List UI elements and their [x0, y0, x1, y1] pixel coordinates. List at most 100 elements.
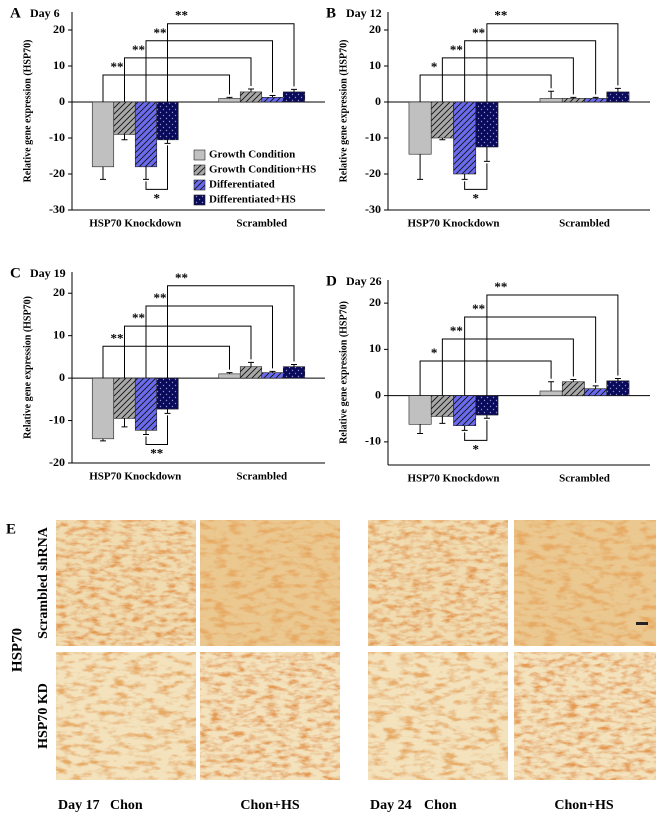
y-tick-label: 0 — [375, 387, 381, 401]
legend-swatch — [193, 194, 206, 206]
y-tick-label: -20 — [49, 166, 65, 180]
error-bar — [614, 87, 621, 92]
y-axis-label: Relative gene expression (HSP70) — [22, 40, 33, 183]
panel-label: C — [10, 265, 21, 281]
y-tick-label: 0 — [59, 94, 65, 108]
bar — [218, 98, 241, 103]
micrograph — [56, 520, 196, 646]
row-label: Scrambled shRNA — [36, 526, 51, 639]
y-tick-label: 10 — [369, 341, 381, 355]
chart-title: Day 12 — [346, 6, 382, 20]
significance-bracket — [486, 294, 619, 396]
bar — [606, 91, 630, 103]
bar — [584, 98, 608, 103]
significance-label: * — [473, 190, 480, 205]
error-bar — [247, 361, 254, 367]
condition-label: Chon+HS — [240, 798, 300, 813]
chart: B Day 12 Relative gene expression (HSP70) -… — [326, 5, 650, 230]
bar — [475, 101, 499, 148]
chart-title: Day 19 — [30, 266, 66, 280]
significance-label: ** — [472, 25, 485, 40]
day-label: Day 24 — [370, 798, 412, 813]
error-bar — [121, 418, 128, 428]
bar — [239, 91, 263, 103]
x-tick-label: HSP70 Knockdown — [89, 218, 181, 230]
bar — [539, 390, 563, 396]
significance-bracket — [145, 415, 169, 446]
error-bar — [226, 372, 233, 374]
bar — [134, 377, 158, 431]
micrograph — [368, 652, 508, 780]
legend-label: Growth Condition+HS — [209, 164, 316, 176]
panel-label: A — [10, 5, 21, 21]
bar — [261, 372, 284, 379]
error-bar — [143, 430, 150, 436]
panel-label: B — [326, 5, 336, 21]
significance-label: ** — [110, 59, 123, 74]
micrograph — [56, 652, 196, 780]
bar — [430, 395, 454, 417]
significance-label: ** — [154, 25, 167, 40]
condition-label: Chon — [110, 798, 143, 813]
significance-bracket — [441, 338, 574, 396]
y-tick-label: 20 — [53, 22, 65, 36]
significance-label: ** — [175, 270, 188, 285]
bar — [261, 97, 284, 103]
legend-swatch — [193, 149, 206, 161]
bar — [584, 388, 608, 396]
y-tick-label: 20 — [369, 295, 381, 309]
error-bar — [99, 166, 106, 180]
error-bar — [570, 378, 577, 382]
x-tick-label: HSP70 Knockdown — [89, 471, 181, 483]
significance-bracket — [464, 40, 597, 102]
y-axis-label: Relative gene expression (HSP70) — [22, 296, 33, 439]
panel-label: D — [326, 273, 337, 289]
chart-title: Day 26 — [346, 274, 382, 288]
error-bar — [439, 416, 446, 424]
bar — [606, 380, 630, 396]
significance-bracket — [464, 420, 488, 441]
y-axis-label: Relative gene expression (HSP70) — [338, 301, 349, 444]
x-tick-label: HSP70 Knockdown — [408, 473, 500, 485]
scale-bar — [636, 622, 648, 625]
significance-bracket — [464, 316, 597, 396]
y-tick-label: -20 — [365, 166, 381, 180]
bar — [282, 91, 306, 103]
significance-label: * — [473, 441, 480, 456]
condition-label: Chon — [424, 798, 457, 813]
y-tick-label: -10 — [49, 412, 65, 426]
error-bar — [164, 139, 171, 144]
significance-bracket — [419, 360, 552, 396]
x-tick-label: Scrambled — [559, 473, 610, 485]
y-tick-label: -10 — [49, 130, 65, 144]
bar — [218, 373, 241, 379]
significance-bracket — [167, 23, 295, 102]
y-tick-label: 10 — [53, 58, 65, 72]
y-tick-label: -20 — [49, 455, 65, 469]
error-bar — [439, 138, 446, 141]
significance-bracket — [145, 305, 274, 379]
significance-bracket — [145, 145, 169, 190]
panel-e: E HSP70 Scrambled shRNA HSP70 KD Day 17 … — [6, 520, 656, 813]
significance-label: ** — [450, 323, 463, 338]
bar — [134, 101, 158, 168]
y-tick-label: -30 — [365, 202, 381, 216]
day-label: Day 17 — [58, 798, 100, 813]
bar — [113, 101, 136, 135]
y-axis-label: Relative gene expression (HSP70) — [338, 40, 349, 183]
significance-bracket — [145, 40, 274, 102]
significance-label: ** — [132, 42, 145, 57]
bar — [430, 101, 454, 139]
significance-bracket — [102, 74, 230, 102]
bar — [408, 101, 432, 155]
significance-label: * — [154, 190, 161, 205]
significance-bracket — [123, 325, 252, 379]
significance-label: * — [431, 345, 438, 360]
bar — [561, 98, 585, 103]
significance-bracket — [464, 163, 488, 190]
bar — [453, 395, 477, 426]
significance-bracket — [123, 57, 252, 102]
bar — [561, 381, 585, 396]
micrograph — [514, 652, 656, 780]
